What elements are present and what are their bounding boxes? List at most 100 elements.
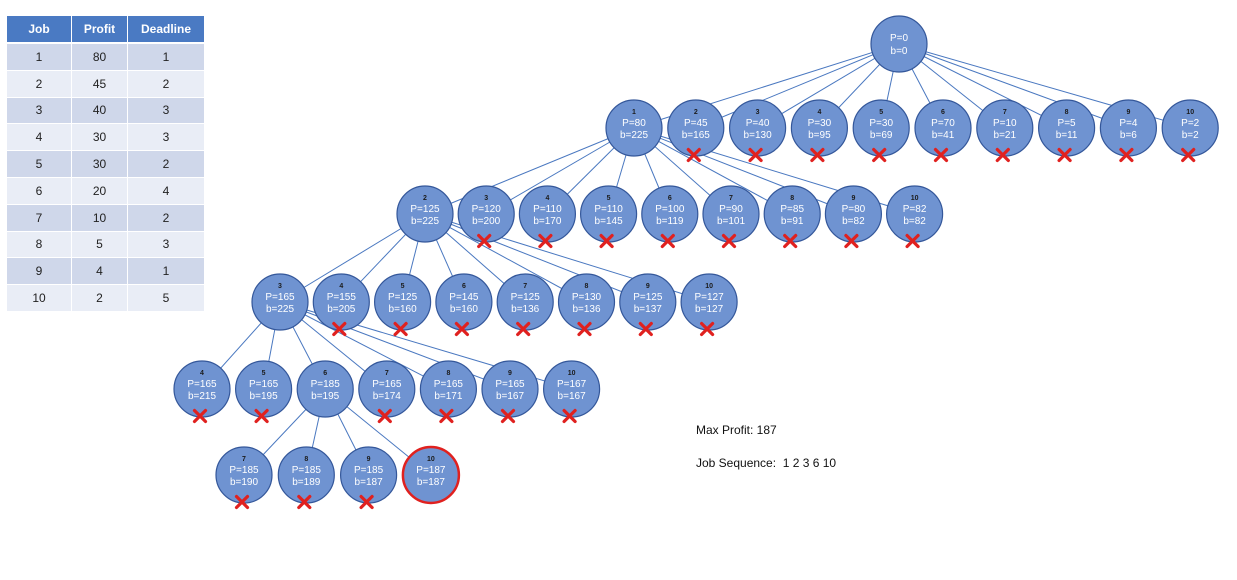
- node-job-label: 10: [1186, 109, 1194, 116]
- tree-edge: [695, 43, 900, 129]
- node-job-label: 10: [705, 283, 713, 290]
- node-bound-label: b=205: [327, 304, 356, 315]
- cell-profit: 2: [72, 285, 128, 312]
- cell-job: 8: [7, 231, 72, 259]
- node-job-label: 4: [339, 283, 343, 290]
- node-bound-label: b=170: [533, 216, 562, 227]
- node-bound-label: b=174: [373, 391, 402, 402]
- node-profit-label: P=165: [495, 379, 525, 390]
- pruned-x-stroke: [660, 233, 675, 249]
- node-circle: [870, 15, 928, 73]
- cell-job: 4: [7, 124, 72, 152]
- node-job-label: 9: [1126, 109, 1130, 116]
- tree-edge: [424, 127, 635, 215]
- cell-profit: 5: [72, 231, 128, 259]
- tree-edge: [424, 213, 587, 303]
- node-job-label: 8: [790, 195, 794, 202]
- pruned-x-stroke: [686, 147, 701, 163]
- node-bound-label: b=167: [496, 391, 525, 402]
- node-bound-label: b=187: [355, 477, 384, 488]
- node-profit-label: P=120: [472, 204, 502, 215]
- node-job-label: 5: [607, 195, 611, 202]
- pruned-x-icon: [332, 321, 347, 337]
- pruned-x-stroke: [234, 494, 250, 510]
- pruned-x-stroke: [1119, 147, 1134, 163]
- node-job-label: 8: [304, 456, 308, 463]
- node-profit-label: P=187: [416, 465, 446, 476]
- node-bound-label: b=225: [266, 304, 295, 315]
- node-profit-label: P=125: [410, 204, 440, 215]
- job-table: Job Profit Deadline 1 80 1 2 45 2 3 40 3 4 30 3 …: [7, 16, 204, 312]
- node-bound-label: b=195: [250, 391, 279, 402]
- node-profit-label: P=165: [434, 379, 464, 390]
- node-profit-label: P=30: [808, 118, 832, 129]
- node-job-label: 7: [242, 456, 246, 463]
- cell-job: 2: [7, 70, 72, 98]
- node-profit-label: P=125: [633, 292, 663, 303]
- tree-node: 9 P=4b=6: [1099, 99, 1158, 163]
- table-row: 1 80 1: [7, 44, 204, 71]
- pruned-x-stroke: [748, 147, 763, 163]
- pruned-x-icon: [234, 494, 250, 510]
- node-bound-label: b=130: [744, 130, 773, 141]
- node-profit-label: P=165: [372, 379, 402, 390]
- node-bound-label: b=136: [511, 304, 540, 315]
- node-profit-label: P=110: [594, 204, 623, 215]
- pruned-x-icon: [562, 408, 577, 424]
- cell-profit: 30: [72, 151, 128, 178]
- node-bound-label: b=137: [634, 304, 663, 315]
- node-bound-label: b=82: [842, 216, 865, 227]
- node-profit-label: P=2: [1181, 118, 1200, 129]
- pruned-x-stroke: [454, 321, 469, 337]
- node-bound-label: b=167: [558, 391, 587, 402]
- cell-job: 3: [7, 97, 72, 125]
- node-profit-label: P=155: [327, 292, 357, 303]
- pruned-x-stroke: [1181, 147, 1196, 163]
- tree-node: 4 P=30b=95: [790, 99, 849, 163]
- node-job-label: 2: [694, 109, 698, 116]
- tree-node: 7 P=90b=101: [702, 185, 760, 249]
- node-circle: [605, 99, 663, 157]
- pruned-x-icon: [783, 233, 798, 249]
- column-header-deadline: Deadline: [128, 16, 204, 44]
- node-job-label: 4: [817, 109, 821, 116]
- node-job-label: 3: [278, 283, 282, 290]
- pruned-x-icon: [1181, 147, 1196, 163]
- pruned-x-stroke: [254, 408, 269, 424]
- node-bound-label: b=101: [717, 216, 746, 227]
- node-job-label: 5: [879, 109, 883, 116]
- tree-edge: [633, 127, 793, 215]
- node-bound-label: b=200: [472, 216, 501, 227]
- optimal-node-circle: [401, 445, 461, 505]
- pruned-x-stroke: [1057, 147, 1072, 163]
- node-bound-label: b=41: [932, 130, 955, 141]
- node-bound-label: b=189: [292, 477, 321, 488]
- node-bound-label: b=225: [411, 216, 440, 227]
- node-profit-label: P=90: [719, 204, 743, 215]
- node-profit-label: P=85: [780, 204, 804, 215]
- pruned-x-stroke: [377, 408, 392, 424]
- cell-profit: 10: [72, 204, 128, 232]
- node-profit-label: P=185: [229, 465, 259, 476]
- node-job-label: 2: [423, 195, 427, 202]
- pruned-x-icon: [748, 147, 763, 163]
- pruned-x-stroke: [393, 321, 408, 337]
- cell-deadline: 3: [128, 124, 204, 152]
- node-bound-label: b=2: [1182, 130, 1199, 141]
- node-bound-label: b=171: [434, 391, 463, 402]
- pruned-x-icon: [359, 494, 374, 510]
- pruned-x-icon: [377, 408, 392, 424]
- pruned-x-icon: [1057, 147, 1072, 163]
- node-bound-label: b=190: [230, 477, 259, 488]
